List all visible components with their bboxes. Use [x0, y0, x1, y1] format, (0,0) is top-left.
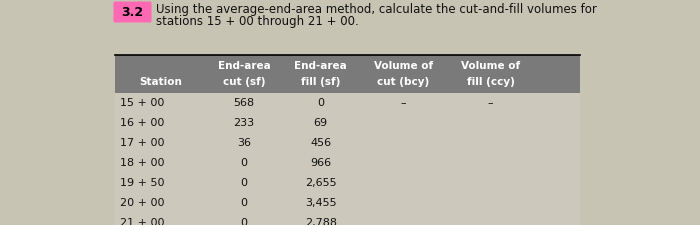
Text: 36: 36: [237, 138, 251, 148]
Text: End-area: End-area: [295, 61, 347, 71]
Text: –: –: [488, 98, 494, 108]
Text: 456: 456: [310, 138, 331, 148]
Text: 2,655: 2,655: [305, 178, 337, 188]
Text: fill (ccy): fill (ccy): [466, 77, 514, 87]
Text: 16 + 00: 16 + 00: [120, 118, 164, 128]
Bar: [115, 55, 580, 93]
Text: –: –: [400, 98, 406, 108]
Text: 0: 0: [241, 178, 248, 188]
Text: 17 + 00: 17 + 00: [120, 138, 164, 148]
Text: 966: 966: [310, 158, 331, 168]
Text: stations 15 + 00 through 21 + 00.: stations 15 + 00 through 21 + 00.: [156, 14, 358, 27]
Text: 0: 0: [241, 198, 248, 208]
Text: 15 + 00: 15 + 00: [120, 98, 164, 108]
Text: 233: 233: [234, 118, 255, 128]
Text: Volume of: Volume of: [374, 61, 433, 71]
Bar: [115, 93, 580, 225]
Text: cut (sf): cut (sf): [223, 77, 265, 87]
Text: 69: 69: [314, 118, 328, 128]
Text: 20 + 00: 20 + 00: [120, 198, 164, 208]
Text: 18 + 00: 18 + 00: [120, 158, 164, 168]
Text: fill (sf): fill (sf): [301, 77, 340, 87]
Text: 19 + 50: 19 + 50: [120, 178, 164, 188]
Text: 0: 0: [317, 98, 324, 108]
Text: 0: 0: [241, 158, 248, 168]
Text: Volume of: Volume of: [461, 61, 520, 71]
Text: Station: Station: [139, 77, 182, 87]
Text: End-area: End-area: [218, 61, 270, 71]
Text: 568: 568: [234, 98, 255, 108]
Text: Using the average-end-area method, calculate the cut-and-fill volumes for: Using the average-end-area method, calcu…: [156, 2, 597, 16]
FancyBboxPatch shape: [113, 2, 151, 22]
Text: 0: 0: [241, 218, 248, 225]
Text: 21 + 00: 21 + 00: [120, 218, 164, 225]
Text: cut (bcy): cut (bcy): [377, 77, 429, 87]
Text: 3.2: 3.2: [121, 5, 144, 18]
Text: 2,788: 2,788: [304, 218, 337, 225]
Text: 3,455: 3,455: [305, 198, 337, 208]
